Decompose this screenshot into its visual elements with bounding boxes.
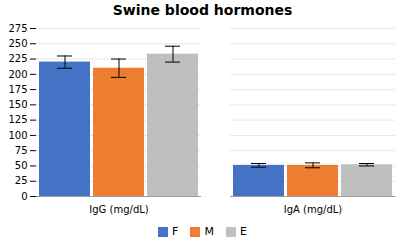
svg-text:100: 100 <box>8 130 27 141</box>
html-text:M: M <box>204 224 214 238</box>
html-text:F: F <box>172 224 179 238</box>
svg-text:0: 0 <box>21 191 27 202</box>
svg-text:50: 50 <box>15 160 28 171</box>
svg-text:225: 225 <box>8 53 27 64</box>
svg-text:200: 200 <box>8 69 27 80</box>
svg-text:150: 150 <box>8 99 27 110</box>
svg-text:275: 275 <box>8 23 27 34</box>
html-text:Swine blood hormones: Swine blood hormones <box>112 2 293 18</box>
svg-text:75: 75 <box>15 145 28 156</box>
svg-text:250: 250 <box>8 38 27 49</box>
svg-text:125: 125 <box>8 114 27 125</box>
svg-text:25: 25 <box>15 175 28 186</box>
svg-text:IgG (mg/dL): IgG (mg/dL) <box>89 204 149 215</box>
html-text:E: E <box>239 224 247 238</box>
svg-text:175: 175 <box>8 84 27 95</box>
svg-text:IgA (mg/dL): IgA (mg/dL) <box>284 204 343 215</box>
